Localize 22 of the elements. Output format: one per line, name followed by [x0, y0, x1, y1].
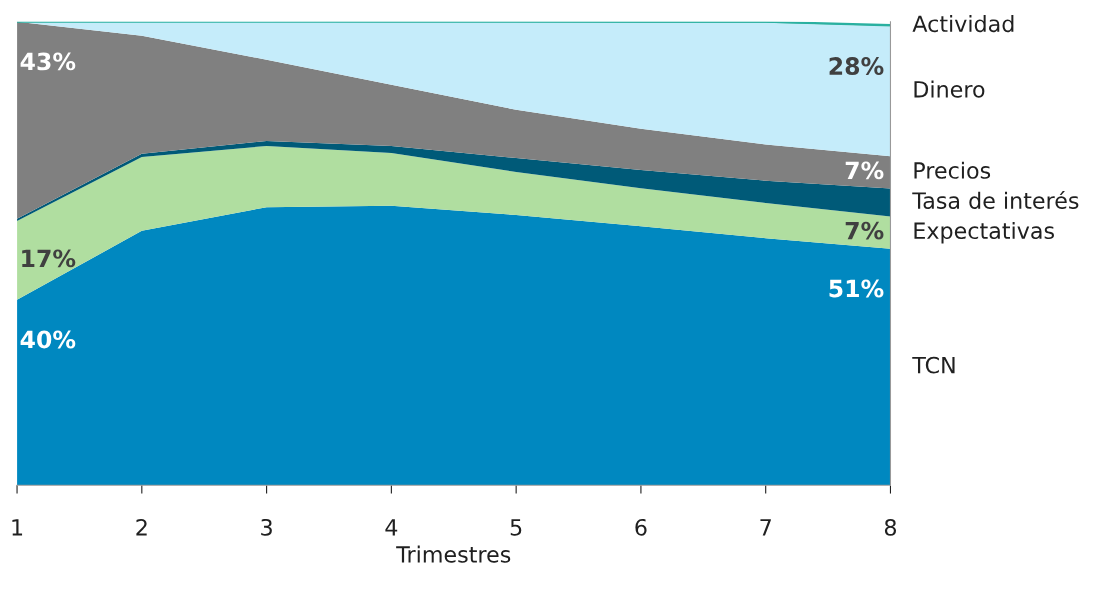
x-tick-label: 4 — [385, 519, 398, 536]
series-label: Actividad — [912, 14, 1014, 33]
series-label: Dinero — [914, 80, 985, 98]
series-label: Tasa de interés — [912, 190, 1079, 209]
data-label: 7% — [845, 221, 884, 240]
x-tick-label: 5 — [510, 519, 522, 536]
series-label: TCN — [912, 356, 955, 374]
series-label: Precios — [914, 161, 991, 179]
x-tick-label: 3 — [261, 518, 272, 536]
data-label: 43% — [20, 52, 76, 71]
series-label: Expectativas — [914, 221, 1054, 244]
x-tick-label: 6 — [635, 518, 647, 536]
x-tick-label: 1 — [12, 519, 23, 536]
data-label: 17% — [22, 249, 76, 268]
data-label: 51% — [829, 279, 884, 298]
data-label: 7% — [845, 161, 884, 180]
x-tick-label: 8 — [884, 518, 897, 536]
data-label: 40% — [20, 330, 76, 349]
x-axis-title: Trimestres — [396, 545, 511, 563]
data-label: 28% — [829, 57, 884, 75]
x-tick-label: 7 — [760, 519, 771, 536]
x-tick-label: 2 — [136, 518, 147, 536]
